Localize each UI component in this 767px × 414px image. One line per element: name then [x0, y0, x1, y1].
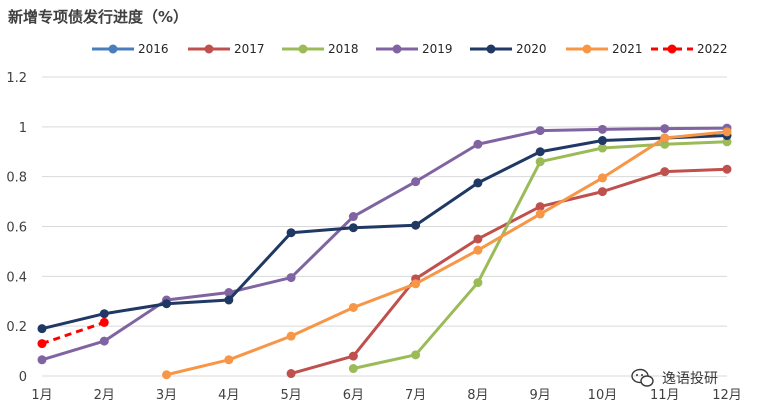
data-point-2020 [473, 178, 483, 188]
data-point-2019 [99, 336, 109, 346]
data-point-2019 [535, 126, 545, 136]
legend-marker-2022 [667, 44, 677, 54]
data-point-2018 [660, 139, 670, 149]
data-point-2020 [535, 147, 545, 157]
data-point-2019 [411, 177, 421, 187]
grid [42, 76, 727, 377]
legend-label: 2022 [697, 42, 728, 56]
x-tick-label: 6月 [343, 388, 364, 403]
x-tick-label: 5月 [280, 388, 301, 403]
legend-marker-2019 [392, 44, 402, 54]
data-point-2018 [535, 157, 545, 167]
x-tick-label: 1月 [31, 388, 52, 403]
y-tick-label: 0 [19, 370, 27, 385]
data-point-2020 [411, 220, 421, 230]
chart-title: 新增专项债发行进度（%） [8, 8, 188, 26]
legend-label: 2016 [138, 42, 169, 56]
data-point-2020 [224, 295, 234, 305]
legend-label: 2019 [422, 42, 453, 56]
data-point-2021 [535, 209, 545, 219]
data-point-2018 [473, 278, 483, 288]
data-point-2019 [597, 124, 607, 134]
data-point-2021 [597, 173, 607, 183]
data-point-2021 [162, 370, 172, 380]
y-axis: 0 0.2 0.4 0.6 0.8 1 1.2 [6, 71, 27, 385]
legend-label: 2021 [612, 42, 643, 56]
y-tick-label: 0.8 [6, 171, 27, 186]
data-point-2017 [535, 202, 545, 212]
series-line-2018 [353, 140, 728, 370]
legend-marker-2016 [108, 44, 118, 54]
watermark-text: 逸语投研 [662, 371, 718, 387]
data-point-2019 [473, 139, 483, 149]
series-line-2017 [290, 167, 728, 375]
data-point-2021 [722, 127, 732, 137]
data-point-2020 [348, 223, 358, 233]
legend-label: 2020 [516, 42, 547, 56]
legend-marker-2018 [298, 44, 308, 54]
data-point-2020 [286, 228, 296, 238]
data-point-2019 [286, 273, 296, 283]
data-point-2020 [37, 324, 47, 334]
plot-area [37, 123, 732, 380]
data-point-2017 [348, 351, 358, 361]
data-point-2018 [722, 137, 732, 147]
legend-marker-2021 [582, 44, 592, 54]
data-point-2021 [348, 302, 358, 312]
x-tick-label: 11月 [650, 388, 680, 403]
x-tick-label: 10月 [588, 388, 618, 403]
x-tick-label: 8月 [467, 388, 488, 403]
data-point-2021 [660, 133, 670, 143]
data-point-2019 [660, 124, 670, 134]
y-tick-label: 0.6 [6, 221, 27, 236]
legend-marker-2020 [486, 44, 496, 54]
data-point-2018 [348, 364, 358, 374]
x-tick-label: 2月 [94, 388, 115, 403]
data-point-2021 [286, 331, 296, 341]
watermark: 逸语投研 [631, 368, 718, 387]
x-axis: 1月 2月 3月 4月 5月 6月 7月 8月 9月 10月 11月 12月 [31, 388, 741, 403]
data-point-2017 [473, 234, 483, 244]
data-point-2020 [162, 299, 172, 309]
x-tick-label: 9月 [530, 388, 551, 403]
x-tick-label: 4月 [218, 388, 239, 403]
data-point-2020 [597, 136, 607, 146]
wechat-icon [631, 368, 654, 387]
legend-label: 2017 [234, 42, 265, 56]
data-point-2017 [597, 187, 607, 197]
legend-marker-2017 [204, 44, 214, 54]
data-point-2019 [224, 288, 234, 298]
y-tick-label: 1 [19, 121, 27, 136]
y-tick-label: 0.2 [6, 320, 27, 335]
x-tick-label: 7月 [405, 388, 426, 403]
y-tick-label: 0.4 [6, 270, 27, 285]
legend-label: 2018 [328, 42, 359, 56]
data-point-2017 [286, 369, 296, 379]
data-point-2019 [348, 212, 358, 222]
data-point-2021 [473, 245, 483, 255]
data-point-2022 [37, 339, 47, 349]
data-point-2017 [722, 164, 732, 174]
data-point-2022 [99, 317, 109, 327]
data-point-2018 [411, 350, 421, 360]
data-point-2017 [660, 167, 670, 177]
data-point-2020 [99, 309, 109, 319]
data-point-2021 [224, 355, 234, 365]
series-line-2020 [41, 134, 728, 331]
x-tick-label: 12月 [712, 388, 742, 403]
series-line-2021 [166, 130, 728, 377]
y-tick-label: 1.2 [6, 71, 27, 86]
series-line-2022 [41, 321, 105, 346]
data-point-2018 [597, 143, 607, 153]
data-point-2021 [411, 279, 421, 289]
data-point-2019 [37, 355, 47, 365]
x-tick-label: 3月 [156, 388, 177, 403]
legend: 2016 2017 2018 2019 2020 2021 2022 [92, 42, 728, 56]
